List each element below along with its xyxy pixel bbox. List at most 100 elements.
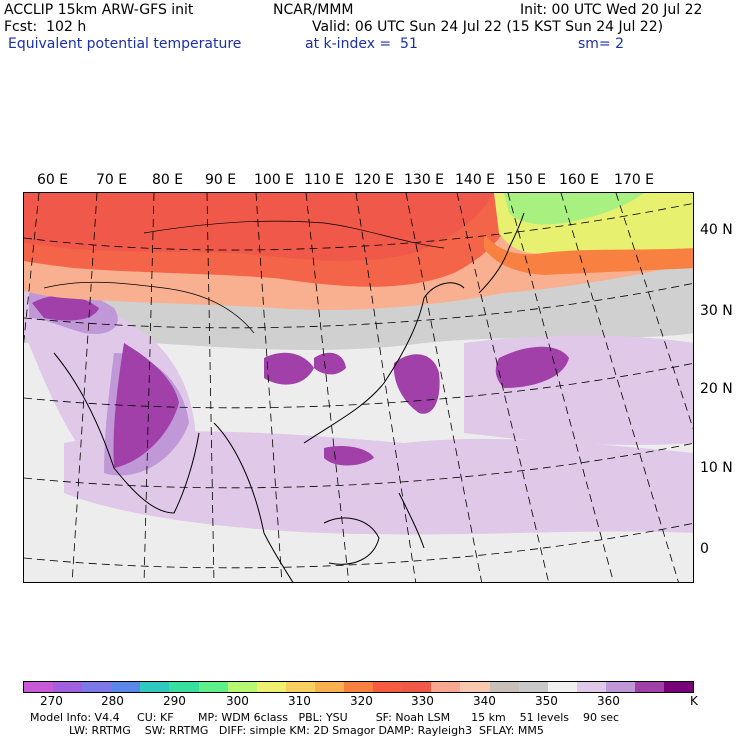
border-china-west [43, 281, 255, 334]
lon-label: 130 E [404, 172, 445, 188]
colorbar-segment [605, 682, 635, 692]
colorbar-segment [489, 682, 519, 692]
longitude-gridline [560, 193, 679, 582]
latitude-gridline [24, 522, 693, 569]
colorbar-segment [140, 682, 170, 692]
colorbar-tick-label: 360 [597, 694, 620, 708]
smoothing-value: sm= 2 [578, 36, 625, 52]
longitude-gridline [355, 193, 417, 582]
longitude-gridline [507, 193, 614, 582]
coastline-india [53, 352, 200, 514]
lavender-region-pacific [464, 335, 693, 445]
colorbar-segment [82, 682, 112, 692]
longitude-gridline [255, 193, 283, 582]
lat-label: 10 N [700, 460, 733, 476]
colorbar-tick-label: 310 [288, 694, 311, 708]
colorbar-tick-label: 320 [350, 694, 373, 708]
colorbar-segment [373, 682, 403, 692]
colorbar-segment [634, 682, 665, 692]
longitude-gridline [305, 193, 350, 582]
colorbar-segment [53, 682, 83, 692]
latitude-gridline [24, 202, 693, 251]
green-region-northeast [504, 193, 644, 225]
colorbar-segment [344, 682, 374, 692]
colorbar-segment [547, 682, 577, 692]
level-index: at k-index = 51 [305, 36, 418, 52]
center-name: NCAR/MMM [273, 2, 354, 18]
coastline-borneo [323, 517, 380, 565]
dark-purple-core-india-nw [32, 295, 99, 321]
colorbar-segment [227, 682, 257, 692]
colorbar-segment [518, 682, 548, 692]
colorbar-segment [285, 682, 315, 692]
longitude-gridline [456, 193, 549, 582]
colorbar-segment [24, 682, 54, 692]
longitude-gridline [24, 193, 40, 344]
init-time: Init: 00 UTC Wed 20 Jul 22 [520, 2, 703, 18]
valid-time: Valid: 06 UTC Sun 24 Jul 22 (15 KST Sun … [312, 19, 664, 35]
coastline-china [303, 282, 465, 444]
lon-label: 90 E [205, 172, 237, 188]
colorbar-segment [460, 682, 490, 692]
colorbar-segment [314, 682, 345, 692]
lon-label: 160 E [559, 172, 600, 188]
border-mongolia [143, 220, 445, 249]
lat-label: 20 N [700, 381, 733, 397]
dark-purple-core-philippines [324, 446, 374, 466]
colorbar-segment [402, 682, 432, 692]
lon-label: 170 E [614, 172, 655, 188]
map-panel [23, 192, 694, 583]
lon-label: 110 E [304, 172, 345, 188]
theta-e-field-map [24, 193, 693, 582]
colorbar-tick-label: 340 [473, 694, 496, 708]
field-name: Equivalent potential temperature [8, 36, 242, 52]
colorbar-segment [169, 682, 199, 692]
colorbar-segment [431, 682, 461, 692]
longitude-gridline [615, 193, 693, 430]
colorbar-tick-label: 270 [40, 694, 63, 708]
forecast-hour: Fcst: 102 h [4, 19, 87, 35]
dark-purple-core-pacific [495, 346, 569, 388]
longitude-gridline [206, 193, 215, 582]
longitude-gridline [143, 193, 155, 582]
colorbar-segment [111, 682, 141, 692]
colorbar-segment [664, 682, 694, 692]
graticule [24, 193, 693, 582]
red-band-core [24, 193, 494, 261]
dark-purple-core-scs [393, 354, 440, 414]
colorbar-segment [576, 682, 606, 692]
model-info-line1: Model Info: V4.4 CU: KF MP: WDM 6class P… [30, 711, 620, 724]
coastline-japan [478, 212, 525, 294]
lon-label: 80 E [152, 172, 184, 188]
lon-label: 100 E [254, 172, 295, 188]
lat-label: 40 N [700, 222, 733, 238]
lat-label: 0 [700, 541, 709, 557]
orange-edge-northeast [484, 233, 693, 275]
dark-purple-core-china-2 [314, 352, 346, 375]
latitude-gridline [24, 442, 693, 489]
model-title: ACCLIP 15km ARW-GFS init [4, 2, 194, 18]
latitude-gridline [24, 282, 693, 329]
colorbar-segment [198, 682, 228, 692]
lat-label: 30 N [700, 303, 733, 319]
lon-label: 120 E [354, 172, 395, 188]
colorbar-tick-label: 280 [101, 694, 124, 708]
colorbar-tick-label: 290 [163, 694, 186, 708]
longitude-gridline [71, 193, 98, 582]
coastline-southeast-asia [213, 422, 294, 582]
colorbar [23, 681, 694, 693]
latitude-gridline [24, 362, 693, 409]
colorbar-tick-label: 350 [535, 694, 558, 708]
colorbar-tick-label: 300 [226, 694, 249, 708]
coastline-philippines [398, 492, 425, 549]
colorbar-segment [256, 682, 286, 692]
dark-purple-core-china-1 [264, 352, 314, 385]
lon-label: 60 E [37, 172, 69, 188]
colorbar-tick-label: K [690, 694, 698, 708]
lon-label: 70 E [96, 172, 128, 188]
longitude-gridline [405, 193, 483, 582]
model-info-line2: LW: RRTMG SW: RRTMG DIFF: simple KM: 2D … [69, 724, 544, 737]
lon-label: 140 E [455, 172, 496, 188]
dark-purple-core-india [113, 343, 179, 468]
colorbar-tick-label: 330 [411, 694, 434, 708]
